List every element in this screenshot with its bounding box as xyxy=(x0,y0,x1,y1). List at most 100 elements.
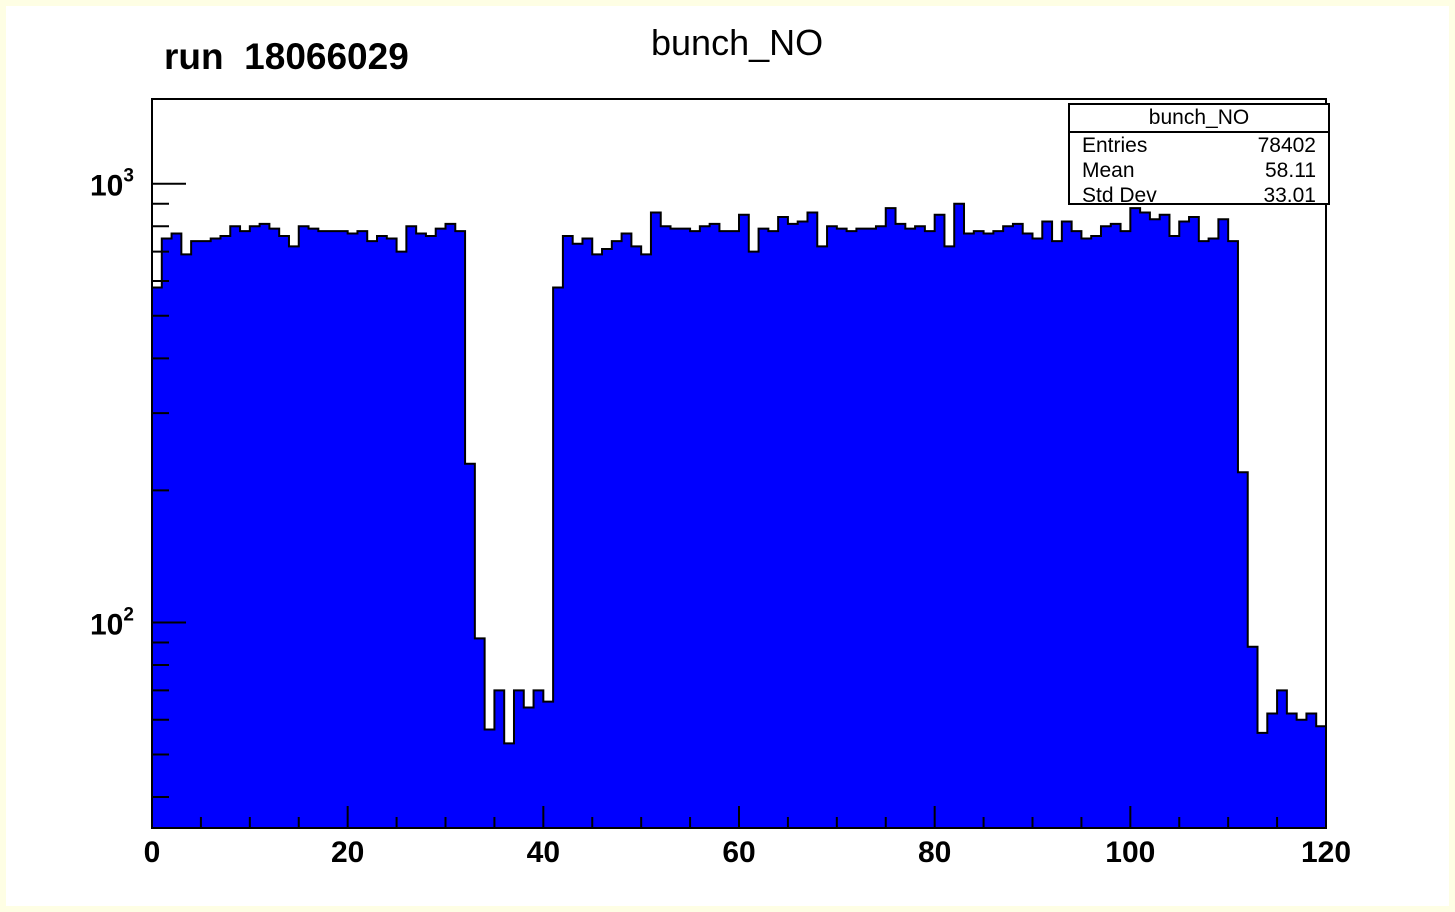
stats-value: 58.11 xyxy=(1265,159,1316,182)
histogram-plot: 0 20 40 60 80 100 120 103 102 xyxy=(90,98,1351,869)
histogram-bin xyxy=(827,226,838,828)
histogram-bin xyxy=(269,228,280,828)
stats-label: Std Dev xyxy=(1082,184,1157,207)
histogram-bin xyxy=(1218,219,1229,828)
histogram-bin xyxy=(924,231,936,829)
histogram-bin xyxy=(425,236,437,829)
histogram-bin xyxy=(533,690,544,828)
histogram-bin xyxy=(328,231,339,829)
histogram-bin xyxy=(210,238,222,829)
histogram-bin xyxy=(288,246,300,828)
histogram-bin xyxy=(592,254,603,828)
histogram-bin xyxy=(1100,226,1112,828)
stats-label: Entries xyxy=(1082,134,1148,157)
histogram-bin xyxy=(435,228,447,828)
stats-box: bunch_NO Entries 78402 Mean 58.11 Std De… xyxy=(1068,103,1330,208)
histogram-bin xyxy=(983,233,994,829)
canvas: run 18066029 bunch_NO 0 20 40 60 80 100 120 103… xyxy=(6,6,1449,906)
histogram-bin xyxy=(807,212,818,828)
histogram-bin xyxy=(152,287,163,828)
histogram-bin xyxy=(191,241,202,829)
histogram-bin xyxy=(1316,726,1327,828)
histogram-bin xyxy=(1042,221,1053,829)
histogram-bin xyxy=(1022,233,1034,829)
histogram-bin xyxy=(856,228,867,828)
histogram-bin xyxy=(1247,646,1259,828)
histogram-bin xyxy=(1267,713,1278,828)
histogram-bin xyxy=(1286,713,1298,828)
histogram-bin xyxy=(846,231,857,829)
histogram-bin xyxy=(1277,690,1288,828)
x-tick-label: 0 xyxy=(144,836,161,869)
histogram-bin xyxy=(1012,223,1024,828)
histogram-bin xyxy=(523,707,535,828)
x-tick-label: 120 xyxy=(1301,836,1351,869)
stats-label: Mean xyxy=(1082,159,1135,182)
x-tick-label: 60 xyxy=(722,836,755,869)
histogram-bin xyxy=(298,226,310,828)
histogram-title: bunch_NO xyxy=(651,22,824,63)
histogram-bin xyxy=(836,228,848,828)
histogram-bin xyxy=(308,228,319,828)
x-tick-label: 40 xyxy=(527,836,560,869)
histogram-bin xyxy=(1306,713,1317,828)
histogram-bin xyxy=(670,228,681,828)
histogram-bin xyxy=(200,241,212,829)
histogram-bin xyxy=(474,638,486,828)
histogram-bin xyxy=(631,246,642,828)
histogram-bin xyxy=(699,226,711,828)
histogram-bin xyxy=(240,231,251,829)
histogram-bars xyxy=(152,203,1327,829)
histogram-bin xyxy=(905,228,916,828)
x-tick-label: 100 xyxy=(1105,836,1155,869)
histogram-bin xyxy=(758,228,769,828)
x-tick-label: 20 xyxy=(331,836,364,869)
histogram-bin xyxy=(220,236,231,829)
histogram-bin xyxy=(797,221,809,829)
stats-row-entries: Entries 78402 xyxy=(1070,133,1328,158)
histogram-bin xyxy=(161,238,173,829)
histogram-bin xyxy=(1198,241,1210,829)
histogram-bin xyxy=(875,226,887,828)
histogram-bin xyxy=(866,228,877,828)
histogram-bin xyxy=(553,287,564,828)
stats-title: bunch_NO xyxy=(1070,105,1328,133)
histogram-bin xyxy=(1081,238,1092,829)
histogram-bin xyxy=(895,223,906,828)
histogram-bin xyxy=(279,236,290,829)
histogram-bin xyxy=(1296,719,1308,828)
histogram-bin xyxy=(582,238,593,829)
histogram-bin xyxy=(494,690,505,828)
histogram-bin xyxy=(1061,221,1073,829)
histogram-bin xyxy=(1052,241,1063,829)
y-tick-label: 103 xyxy=(90,166,134,203)
histogram-bin xyxy=(181,254,192,828)
histogram-bin xyxy=(455,231,466,829)
stats-row-std-dev: Std Dev 33.01 xyxy=(1070,183,1328,208)
histogram-bin xyxy=(1179,221,1190,829)
histogram-bin xyxy=(396,251,407,829)
histogram-bin xyxy=(973,231,985,829)
histogram-bin xyxy=(543,701,554,828)
stats-row-mean: Mean 58.11 xyxy=(1070,158,1328,183)
histogram-bin xyxy=(1120,231,1131,829)
histogram-bin xyxy=(504,743,515,828)
histogram-bin xyxy=(964,233,975,829)
histogram-bin xyxy=(709,223,721,828)
histogram-bin xyxy=(1208,238,1219,829)
histogram-bin xyxy=(915,226,926,828)
histogram-bin xyxy=(611,241,623,829)
histogram-bin xyxy=(739,214,750,828)
x-tick-label: 80 xyxy=(918,836,951,869)
histogram-bin xyxy=(934,214,946,828)
histogram-bin xyxy=(719,231,730,829)
histogram-bin xyxy=(1003,226,1014,828)
histogram-outline xyxy=(151,202,1327,828)
histogram-bin xyxy=(259,223,270,828)
histogram-bin xyxy=(377,236,388,829)
histogram-bin xyxy=(680,228,691,828)
histogram-bin xyxy=(337,231,349,829)
histogram-bin xyxy=(562,236,574,829)
histogram-bin xyxy=(367,241,378,829)
histogram-bin xyxy=(416,233,427,829)
